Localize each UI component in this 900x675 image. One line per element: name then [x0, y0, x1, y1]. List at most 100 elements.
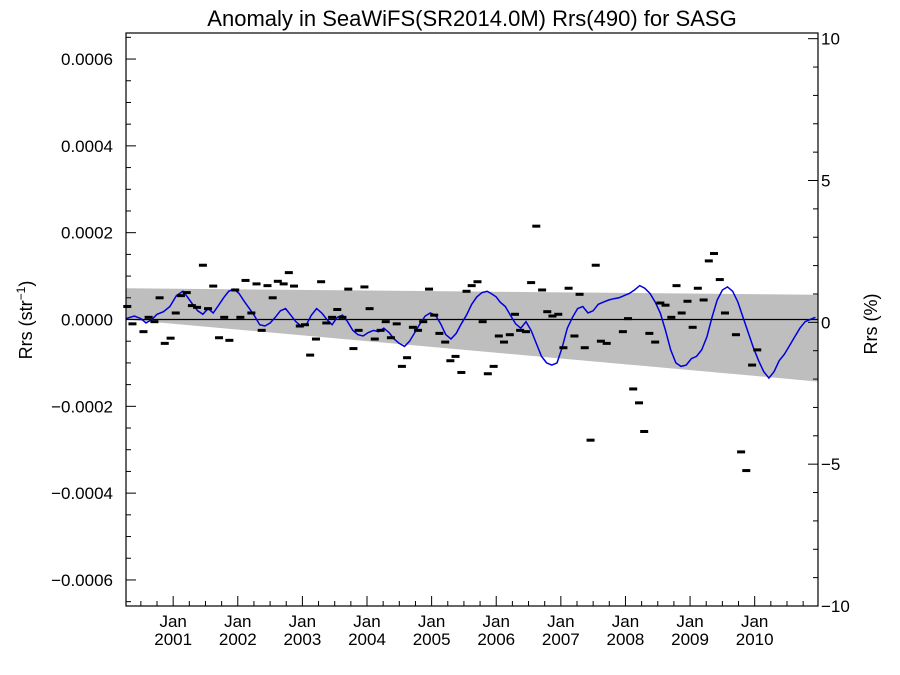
anomaly-point [640, 429, 649, 433]
anomaly-point [543, 310, 552, 314]
anomaly-point [231, 288, 240, 292]
anomaly-point [160, 341, 169, 345]
anomaly-point [397, 364, 406, 368]
anomaly-point [499, 340, 508, 344]
anomaly-point [527, 281, 536, 285]
anomaly-point [688, 325, 697, 329]
anomaly-point [171, 311, 180, 315]
anomaly-point [435, 331, 444, 335]
x-tick-label-month: Jan [224, 612, 251, 631]
x-tick-label-year: 2004 [348, 630, 386, 649]
anomaly-point [645, 331, 654, 335]
anomaly-point [494, 334, 503, 338]
anomaly-point [247, 311, 256, 315]
anomaly-point [338, 315, 347, 319]
chart-title: Anomaly in SeaWiFS(SR2014.0M) Rrs(490) f… [207, 6, 736, 31]
x-tick-label-year: 2008 [607, 630, 645, 649]
anomaly-point [414, 328, 423, 332]
anomaly-point [333, 308, 342, 312]
anomaly-point [586, 438, 595, 442]
anomaly-point [209, 284, 218, 288]
y-tick-label-left: 0.0004 [61, 137, 113, 156]
anomaly-point [317, 280, 326, 284]
anomaly-point [457, 370, 466, 374]
anomaly-point [166, 336, 175, 340]
anomaly-point [322, 321, 331, 325]
anomaly-point [564, 286, 573, 290]
anomaly-point [510, 312, 519, 316]
x-tick-label-month: Jan [483, 612, 510, 631]
anomaly-point [349, 347, 358, 351]
anomaly-point [284, 271, 293, 275]
anomaly-point [376, 328, 385, 332]
anomaly-point [704, 259, 713, 263]
anomaly-point [419, 320, 428, 324]
anomaly-point [505, 333, 514, 337]
anomaly-point [139, 330, 148, 334]
anomaly-point [295, 324, 304, 328]
anomaly-point [570, 334, 579, 338]
x-tick-label-year: 2010 [736, 630, 774, 649]
anomaly-point [370, 337, 379, 341]
anomaly-point [473, 280, 482, 284]
anomaly-point [467, 284, 476, 288]
x-tick-label-year: 2002 [219, 630, 257, 649]
anomaly-point [354, 328, 363, 332]
anomaly-point [360, 285, 369, 289]
anomaly-point [731, 333, 740, 337]
anomaly-point [591, 263, 600, 267]
y-tick-label-right: −10 [821, 597, 850, 616]
x-tick-label-month: Jan [353, 612, 380, 631]
anomaly-point [489, 364, 498, 368]
anomaly-point [215, 336, 224, 340]
anomaly-point [559, 346, 568, 350]
anomaly-point [403, 356, 412, 360]
anomaly-point [483, 372, 492, 376]
anomaly-point [532, 224, 541, 228]
anomaly-point [693, 286, 702, 290]
x-tick-label-month: Jan [289, 612, 316, 631]
y-tick-label-right: 5 [821, 172, 830, 191]
uncertainty-band [126, 288, 818, 382]
y-tick-label-right: −5 [821, 455, 840, 474]
anomaly-point [430, 313, 439, 317]
anomaly-point [624, 317, 633, 321]
anomaly-point [220, 315, 229, 319]
anomaly-point [204, 307, 213, 311]
x-tick-label-year: 2006 [477, 630, 515, 649]
anomaly-point [273, 279, 282, 283]
anomaly-point [683, 299, 692, 303]
anomaly-point [462, 289, 471, 293]
anomaly-point [575, 292, 584, 296]
anomaly-point [198, 263, 207, 267]
y-tick-label-left: 0.0000 [61, 311, 113, 330]
anomaly-point [425, 287, 434, 291]
x-tick-label-year: 2005 [413, 630, 451, 649]
y-tick-label-left: −0.0006 [51, 571, 113, 590]
anomaly-point [182, 291, 191, 295]
x-tick-label-month: Jan [418, 612, 445, 631]
anomaly-point [365, 307, 374, 311]
anomaly-point [392, 322, 401, 326]
anomaly-point [155, 296, 164, 300]
x-tick-label-month: Jan [741, 612, 768, 631]
anomaly-point [279, 282, 288, 286]
anomaly-point [176, 294, 185, 298]
axes: 0.0006 0.0004 0.0002 0.0000 −0.0002 −0.0004 −0… [51, 30, 850, 649]
anomaly-point [408, 325, 417, 329]
anomaly-point [306, 353, 315, 357]
anomaly-point [257, 328, 266, 332]
x-tick-label-year: 2007 [542, 630, 580, 649]
anomaly-point [300, 323, 309, 327]
anomaly-point [596, 339, 605, 343]
y-tick-label-right: 10 [821, 30, 840, 49]
anomaly-point [715, 278, 724, 282]
x-tick-label-month: Jan [612, 612, 639, 631]
x-tick-label-year: 2009 [671, 630, 709, 649]
anomaly-point [289, 284, 298, 288]
anomaly-point [344, 287, 353, 291]
anomaly-point [651, 340, 660, 344]
anomaly-point [478, 320, 487, 324]
anomaly-point [720, 311, 729, 315]
